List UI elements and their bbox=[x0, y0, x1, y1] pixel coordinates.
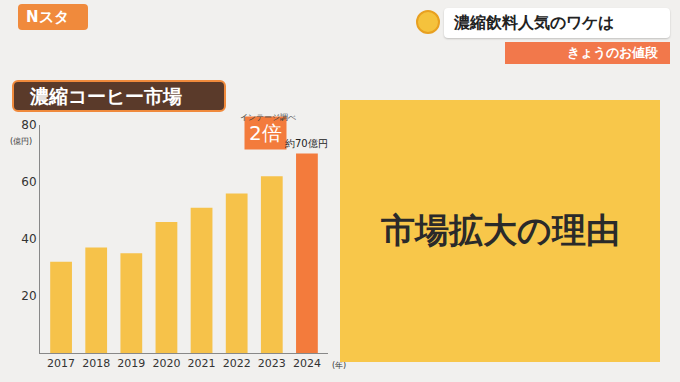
svg-text:約70億円: 約70億円 bbox=[285, 138, 328, 149]
svg-text:(億円): (億円) bbox=[10, 137, 32, 146]
svg-text:2021: 2021 bbox=[188, 357, 216, 370]
html-text:濃縮コーヒー市場: 濃縮コーヒー市場 bbox=[30, 85, 182, 107]
svg-text:2023: 2023 bbox=[258, 357, 286, 370]
svg-text:2倍: 2倍 bbox=[249, 121, 282, 145]
svg-text:60: 60 bbox=[21, 175, 36, 189]
svg-text:(年): (年) bbox=[332, 361, 346, 370]
svg-text:2019: 2019 bbox=[117, 357, 145, 370]
svg-text:2022: 2022 bbox=[223, 357, 251, 370]
svg-text:20: 20 bbox=[21, 289, 36, 303]
html-text:濃縮飲料人気のワケは: 濃縮飲料人気のワケは bbox=[454, 13, 614, 32]
svg-text:40: 40 bbox=[21, 232, 36, 246]
html-text:きょうのお値段: きょうのお値段 bbox=[567, 45, 658, 60]
svg-text:80: 80 bbox=[21, 118, 36, 132]
html-text:インテージ調べ: インテージ調べ bbox=[240, 113, 296, 122]
svg-text:2020: 2020 bbox=[152, 357, 180, 370]
html-text:市場拡大の理由: 市場拡大の理由 bbox=[380, 210, 620, 250]
html-text:Nスタ: Nスタ bbox=[26, 8, 69, 26]
svg-text:2017: 2017 bbox=[47, 357, 75, 370]
svg-text:2024: 2024 bbox=[293, 357, 321, 370]
svg-text:2018: 2018 bbox=[82, 357, 110, 370]
